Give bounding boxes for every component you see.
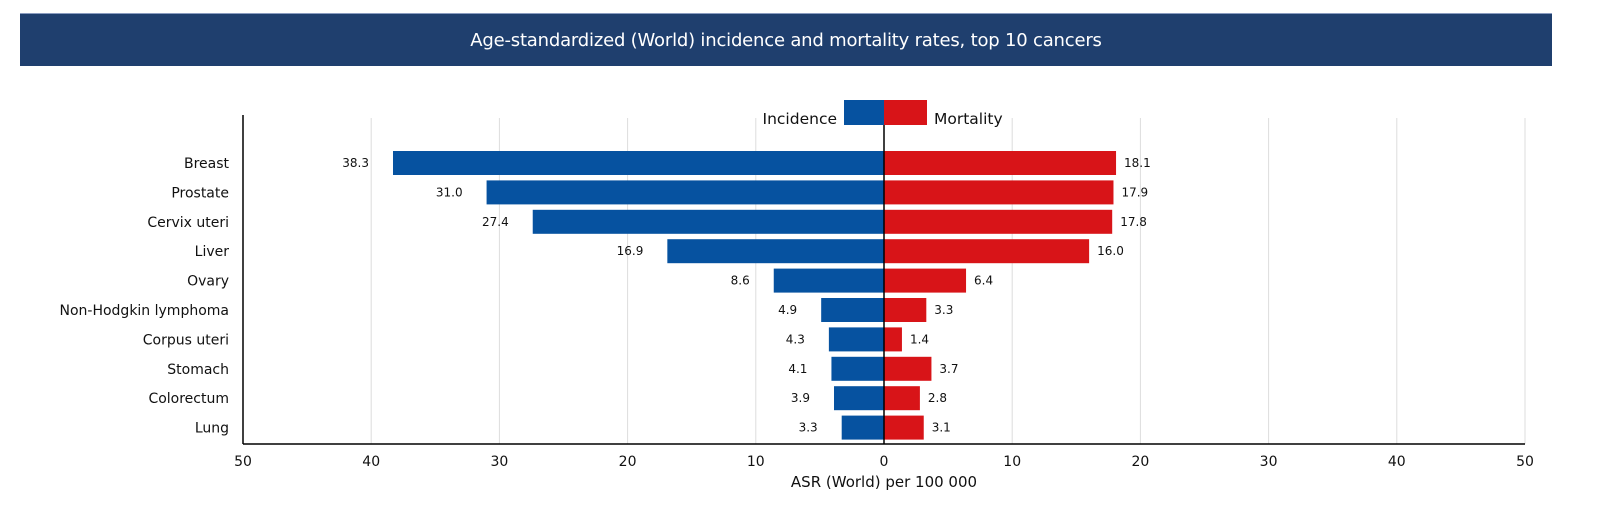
bar-mortality: [884, 268, 967, 293]
bar-incidence: [532, 209, 884, 234]
bars: Breast 38.3 18.1 Prostate 31.0 17.9 Cervix ute…: [59, 151, 1151, 440]
value-label-mortality: 3.3: [934, 303, 953, 317]
value-label-mortality: 2.8: [928, 391, 947, 405]
value-label-mortality: 3.1: [932, 421, 951, 435]
gridlines: [370, 118, 1526, 444]
bar-mortality: [884, 151, 1117, 175]
legend: Incidence Mortality: [763, 100, 1003, 128]
bar-incidence: [831, 356, 884, 381]
value-label-incidence: 38.3: [342, 156, 369, 170]
x-tick-label: 0: [880, 454, 889, 470]
value-label-mortality: 6.4: [974, 274, 993, 288]
value-label-mortality: 3.7: [939, 362, 958, 376]
bar-incidence: [834, 386, 884, 411]
category-label: Prostate: [171, 185, 229, 201]
value-label-incidence: 3.9: [791, 391, 810, 405]
x-tick-label: 30: [490, 454, 508, 470]
x-tick-label: 40: [1388, 454, 1406, 470]
value-label-incidence: 8.6: [731, 274, 750, 288]
legend-swatch-incidence: [844, 100, 884, 125]
value-label-incidence: 4.1: [788, 362, 807, 376]
bar-incidence: [828, 327, 884, 352]
value-label-mortality: 17.9: [1121, 185, 1148, 199]
x-tick-label: 20: [619, 454, 637, 470]
value-label-incidence: 16.9: [617, 244, 644, 258]
value-label-mortality: 17.8: [1120, 215, 1147, 229]
category-label: Cervix uteri: [147, 215, 229, 231]
bar-incidence: [486, 180, 884, 205]
value-label-incidence: 27.4: [482, 215, 509, 229]
bar-mortality: [884, 356, 932, 381]
legend-label-mortality: Mortality: [934, 110, 1003, 128]
x-tick-label: 10: [1003, 454, 1021, 470]
bar-mortality: [884, 386, 920, 411]
value-label-mortality: 1.4: [910, 332, 929, 346]
category-label: Liver: [195, 244, 230, 260]
bar-mortality: [884, 180, 1114, 205]
value-label-mortality: 16.0: [1097, 244, 1124, 258]
x-axis-title: ASR (World) per 100 000: [791, 473, 977, 491]
bar-mortality: [884, 415, 924, 440]
bar-incidence: [821, 298, 884, 322]
bar-incidence: [667, 239, 884, 264]
bar-mortality: [884, 239, 1090, 264]
value-label-incidence: 4.9: [778, 303, 797, 317]
axes: 50 40 30 20 10 0 10 20 30 40 50: [234, 115, 1534, 470]
x-tick-label: 50: [1516, 454, 1534, 470]
category-label: Stomach: [167, 362, 229, 378]
category-label: Colorectum: [148, 391, 229, 407]
bar-incidence: [392, 151, 884, 175]
chart-title: Age-standardized (World) incidence and m…: [470, 29, 1102, 51]
bar-mortality: [884, 298, 927, 322]
category-label: Non-Hodgkin lymphoma: [59, 303, 229, 319]
category-label: Lung: [195, 421, 229, 437]
category-label: Ovary: [187, 274, 229, 290]
legend-label-incidence: Incidence: [763, 110, 837, 128]
x-tick-label: 50: [234, 454, 252, 470]
x-tick-label: 10: [747, 454, 765, 470]
value-label-incidence: 3.3: [799, 421, 818, 435]
value-label-incidence: 31.0: [436, 185, 463, 199]
x-tick-label: 40: [362, 454, 380, 470]
bar-incidence: [773, 268, 884, 293]
chart-title-banner: Age-standardized (World) incidence and m…: [20, 13, 1552, 66]
x-tick-label: 30: [1260, 454, 1278, 470]
x-tick-label: 20: [1131, 454, 1149, 470]
value-label-incidence: 4.3: [786, 332, 805, 346]
category-label: Corpus uteri: [143, 332, 229, 348]
legend-swatch-mortality: [884, 100, 927, 125]
category-label: Breast: [184, 156, 230, 172]
bar-incidence: [841, 415, 884, 440]
value-label-mortality: 18.1: [1124, 156, 1151, 170]
bar-mortality: [884, 209, 1113, 234]
bar-mortality: [884, 327, 902, 352]
